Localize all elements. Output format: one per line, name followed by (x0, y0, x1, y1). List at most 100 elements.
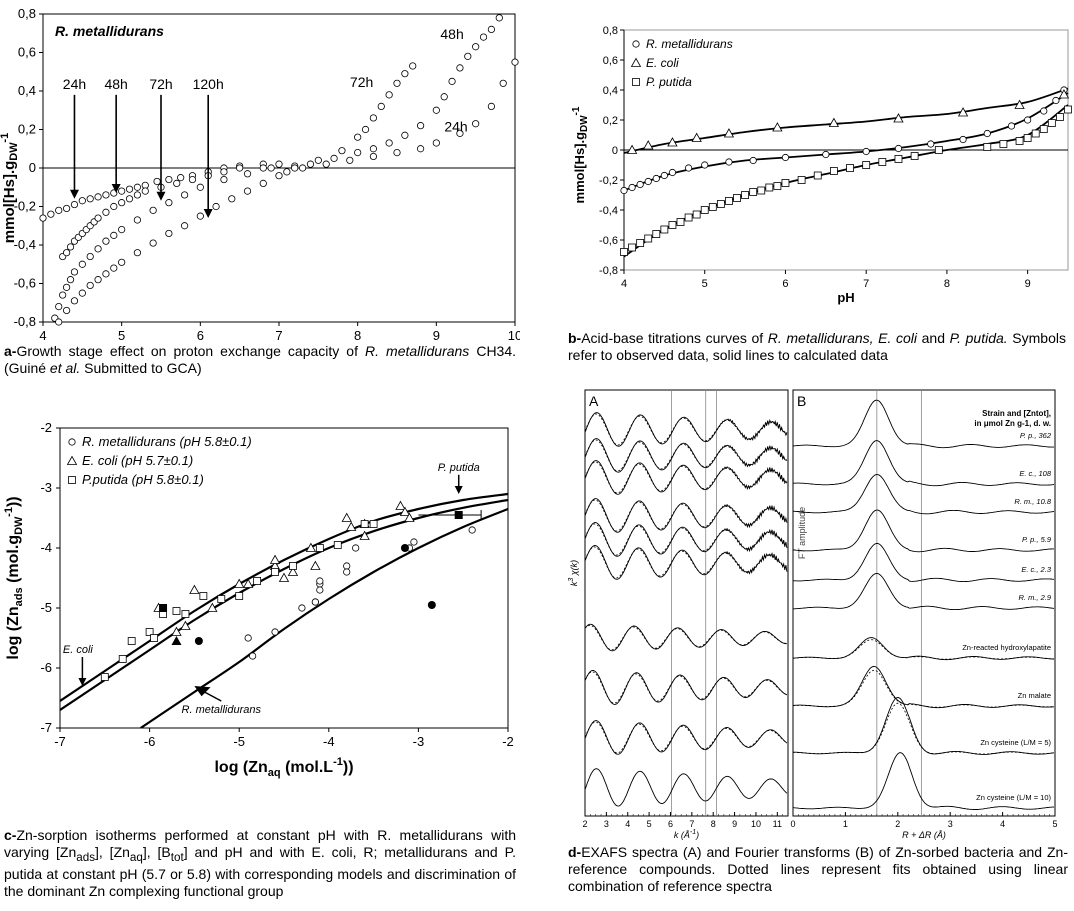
spectrum-label: R. m., 10.8 (1014, 497, 1052, 506)
annotation-arrow-head (194, 686, 211, 697)
spectrum-label: P. p., 5.9 (1022, 535, 1052, 544)
data-point (259, 164, 267, 172)
data-point (314, 156, 322, 164)
data-point (100, 673, 109, 681)
x-tick-label: 9 (732, 819, 737, 829)
data-point (1052, 96, 1060, 105)
data-point (207, 602, 218, 612)
data-point (472, 43, 480, 51)
ft-fit (792, 639, 1055, 660)
x-tick-label: 2 (895, 819, 900, 829)
fit-line (60, 498, 508, 711)
y-tick-label: 0,4 (18, 83, 36, 98)
data-point (188, 175, 197, 184)
exafs-fit (584, 413, 788, 446)
x-tick-label: 3 (948, 819, 953, 829)
spectrum-label: P. p., 362 (1020, 431, 1052, 440)
data-point (797, 176, 806, 184)
spectrum-label: Zn cysteine (L/M = 5) (980, 738, 1051, 747)
data-point (127, 637, 136, 645)
ft-spectrum (792, 665, 1055, 709)
x-axis-label-a: k (Å-1) (674, 829, 699, 840)
data-point (660, 225, 669, 234)
data-point (822, 150, 830, 159)
data-point (70, 200, 79, 209)
data-point (316, 577, 324, 585)
data-point (773, 182, 782, 190)
exafs-spectrum (584, 438, 788, 473)
data-point (102, 270, 110, 278)
annotation-label: R. metallidurans (182, 704, 262, 716)
fit-line (140, 507, 508, 728)
x-tick-label: 4 (1000, 819, 1005, 829)
y-axis-label: mmol[Hs].gDW-1 (571, 106, 590, 203)
exafs-spectrum (584, 545, 788, 580)
x-tick-label: 7 (275, 328, 282, 343)
y-tick-label: -5 (40, 600, 52, 615)
y-tick-label: -6 (40, 660, 52, 675)
y-tick-label: 0 (612, 145, 618, 157)
data-point (1007, 122, 1016, 130)
x-axis-label: pH (837, 290, 854, 305)
y-tick-label: -0,8 (14, 314, 36, 329)
data-point (862, 147, 870, 156)
data-point (684, 164, 693, 172)
data-point (110, 231, 118, 239)
panel-a-label: A (589, 393, 599, 409)
annotation-label: E. coli (63, 644, 94, 656)
data-point (94, 276, 102, 284)
legend-marker (68, 438, 76, 446)
data-point (1023, 134, 1032, 142)
annotation-arrow-head (454, 486, 463, 494)
data-point (643, 140, 654, 150)
data-point (910, 152, 919, 160)
data-point (999, 140, 1008, 148)
data-point (464, 52, 472, 60)
exafs-spectrum (584, 412, 788, 447)
x-tick-label: -4 (323, 734, 335, 749)
exafs-fit (584, 671, 788, 704)
data-point (243, 187, 252, 195)
data-point (399, 506, 411, 516)
data-point (235, 592, 244, 600)
x-tick-label: 4 (39, 328, 46, 343)
x-tick-label: 2 (582, 819, 587, 829)
data-point (133, 183, 141, 191)
data-point (94, 193, 102, 201)
data-point (846, 164, 854, 172)
y-tick-label: -0,8 (599, 265, 618, 277)
caption-d: d-EXAFS spectra (A) and Fourier transfor… (568, 844, 1068, 894)
data-point (180, 620, 191, 630)
ft-spectrum (792, 572, 1055, 611)
data-point (644, 234, 653, 243)
x-tick-label: 4 (625, 819, 630, 829)
exafs-spectrum (584, 498, 788, 533)
data-point (346, 521, 357, 531)
arrow-label: 48h (104, 76, 127, 92)
data-point (228, 195, 236, 203)
y-tick-label: -0,4 (14, 237, 36, 252)
data-point (110, 264, 118, 272)
exafs-fit (584, 523, 788, 556)
data-point (472, 120, 480, 128)
data-point (878, 158, 887, 166)
data-point (86, 252, 94, 261)
legend-marker (68, 476, 76, 484)
data-point (341, 512, 352, 522)
data-point (628, 243, 636, 252)
y-tick-label: 0,2 (603, 115, 618, 127)
curve-label: 24h (444, 118, 467, 134)
data-point (118, 226, 126, 234)
data-point (725, 197, 733, 205)
data-point (150, 634, 158, 642)
y-tick-label: -4 (40, 540, 52, 555)
data-point (636, 239, 645, 247)
data-point (86, 195, 94, 203)
data-point (59, 291, 67, 299)
data-point (454, 511, 463, 519)
data-point (708, 203, 717, 211)
y-tick-label: 0 (29, 160, 36, 175)
data-point (343, 562, 351, 570)
data-point (118, 655, 127, 663)
curve-label: 72h (350, 74, 373, 90)
